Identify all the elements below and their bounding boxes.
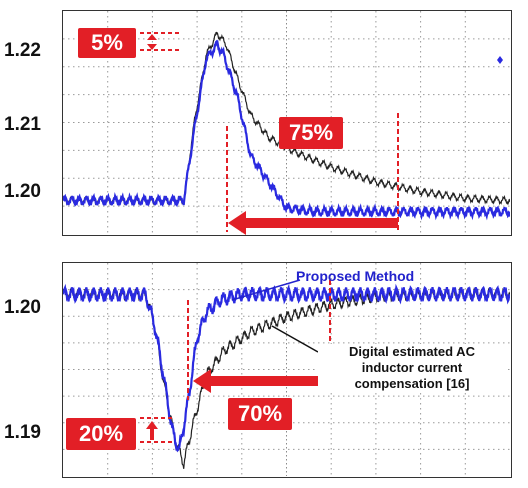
undershoot-arrow-icon — [146, 421, 158, 440]
bottom-ytick-2: 1.19 — [4, 422, 41, 443]
digital-label-line-1: Digital estimated AC — [349, 344, 475, 359]
digital-compensation-label: Digital estimated AC inductor current co… — [318, 344, 506, 392]
digital-leader-line — [271, 325, 319, 353]
top-plot — [63, 11, 510, 234]
series-line-blue — [63, 283, 510, 453]
series-line-blue — [63, 39, 510, 221]
overshoot-badge: 5% — [78, 28, 136, 58]
top-side-marker-icon — [497, 56, 503, 64]
proposed-method-label: Proposed Method — [296, 268, 415, 284]
top-recovery-arrow-shaft — [243, 218, 398, 228]
top-recovery-arrow-icon — [228, 211, 246, 235]
top-ytick-2: 1.21 — [4, 114, 41, 135]
digital-label-line-3: compensation [16] — [354, 376, 470, 391]
bottom-recovery-arrow-shaft — [208, 376, 330, 386]
bottom-recovery-badge: 70% — [228, 398, 292, 430]
top-scope-panel — [62, 10, 512, 236]
top-ytick-1: 1.22 — [4, 40, 41, 61]
bottom-ytick-1: 1.20 — [4, 297, 41, 318]
top-recovery-badge: 75% — [279, 117, 343, 149]
bottom-recovery-arrow-icon — [193, 369, 211, 393]
digital-label-line-2: inductor current — [361, 360, 463, 375]
undershoot-badge: 20% — [66, 418, 136, 450]
proposed-leader-line — [231, 279, 301, 301]
overshoot-arrow-icon — [147, 34, 157, 50]
top-ytick-3: 1.20 — [4, 181, 41, 202]
